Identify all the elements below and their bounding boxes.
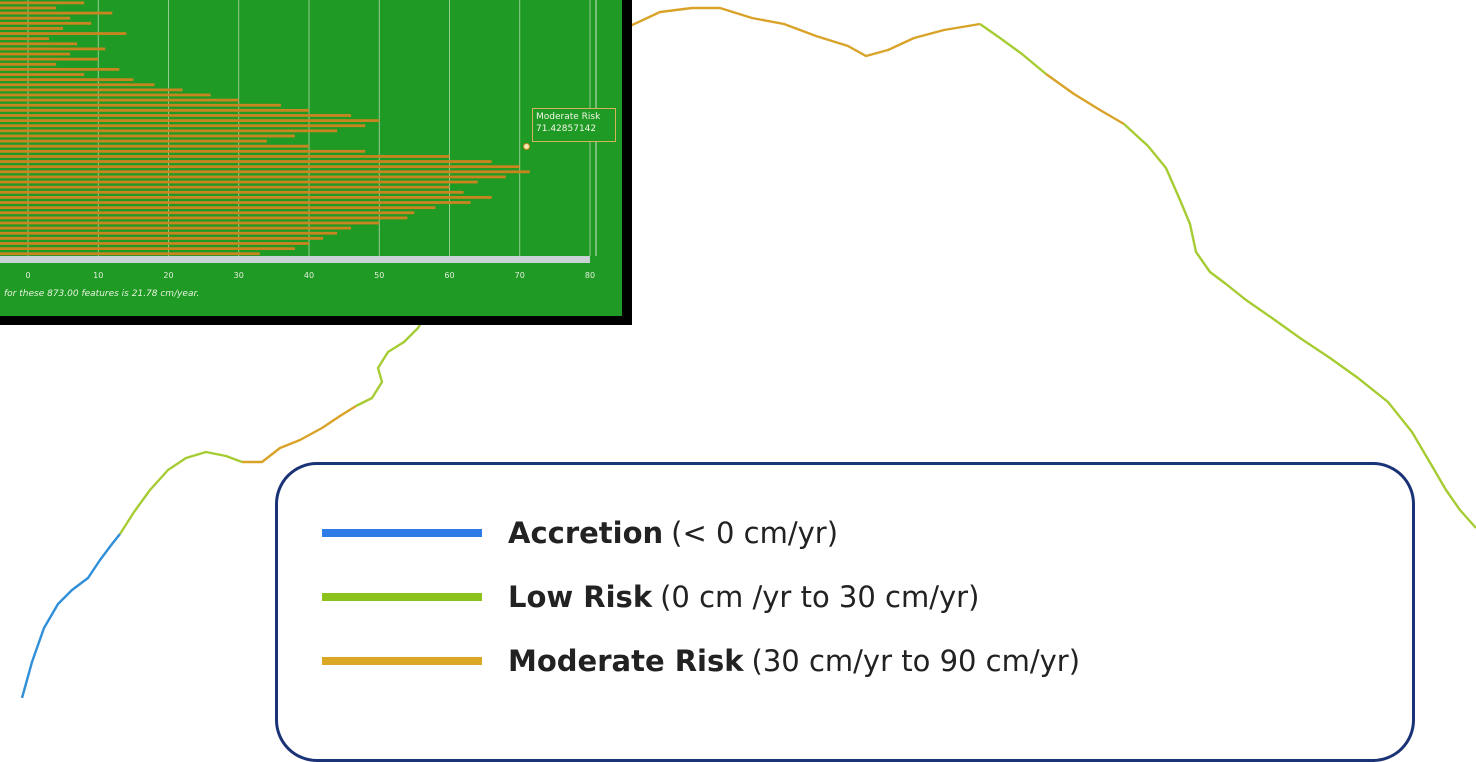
chart-bar[interactable] <box>0 129 338 133</box>
chart-bar[interactable] <box>0 27 64 30</box>
chart-bar[interactable] <box>0 103 281 107</box>
coastline-segment <box>355 317 426 408</box>
chart-bar[interactable] <box>0 149 366 153</box>
chart-bar[interactable] <box>0 231 338 235</box>
legend-item-name: Moderate Risk <box>508 644 744 678</box>
legend-item-range: (< 0 cm/yr) <box>671 516 839 550</box>
legend-item-name: Accretion <box>508 516 664 550</box>
chart-bar[interactable] <box>0 201 471 204</box>
chart-bar[interactable] <box>0 206 436 210</box>
legend-item-range: (0 cm /yr to 30 cm/yr) <box>660 580 980 614</box>
chart-bar[interactable] <box>0 21 92 25</box>
tooltip-label: Moderate Risk <box>536 112 601 122</box>
chart-bar[interactable] <box>0 247 295 251</box>
chart-bar[interactable] <box>0 78 134 82</box>
chart-bar[interactable] <box>0 11 113 15</box>
chart-bar[interactable] <box>0 236 324 240</box>
chart-bar[interactable] <box>0 32 127 35</box>
chart-bar[interactable] <box>0 114 352 117</box>
chart-bar[interactable] <box>0 119 380 123</box>
chart-bar[interactable] <box>0 73 85 76</box>
legend-swatch-accretion <box>322 529 482 537</box>
x-tick-label: 80 <box>585 271 595 280</box>
coastline-segment <box>242 404 357 464</box>
chart-bar[interactable] <box>0 16 71 20</box>
chart-footnote: for these 873.00 features is 21.78 cm/ye… <box>4 289 200 299</box>
x-tick-label: 70 <box>515 271 525 280</box>
chart-bar[interactable] <box>0 6 57 10</box>
chart-bar[interactable] <box>0 144 309 148</box>
legend-item-name: Low Risk <box>508 580 653 614</box>
chart-bar[interactable] <box>0 83 155 87</box>
chart-bar[interactable] <box>0 226 352 230</box>
chart-tooltip: Moderate Risk 71.42857142 <box>532 108 616 142</box>
x-tick-label: 60 <box>444 271 454 280</box>
x-tick-label: 40 <box>304 271 314 280</box>
coastline-map <box>20 6 1476 698</box>
chart-bar[interactable] <box>0 185 450 189</box>
chart-bar[interactable] <box>0 108 309 112</box>
tooltip-point-marker[interactable] <box>523 143 530 150</box>
coastline-segment <box>20 533 121 698</box>
chart-bar[interactable] <box>0 211 415 215</box>
x-axis-band <box>0 256 590 263</box>
chart-bar[interactable] <box>0 221 380 225</box>
chart-bar[interactable] <box>0 134 295 138</box>
legend-item-moderate-risk: Moderate Risk (30 cm/yr to 90 cm/yr) <box>322 641 1080 681</box>
chart-bar[interactable] <box>0 67 120 71</box>
chart-bar[interactable] <box>0 190 464 194</box>
chart-bar[interactable] <box>0 47 106 51</box>
chart-bar[interactable] <box>0 139 267 143</box>
erosion-chart-panel: 0 10 20 30 40 50 60 70 80 for these 873.00 featu… <box>0 0 632 325</box>
chart-bar[interactable] <box>0 52 71 56</box>
chart-bar[interactable] <box>0 155 450 158</box>
chart-bar[interactable] <box>0 1 85 5</box>
chart-bar[interactable] <box>0 252 260 256</box>
x-tick-label: 0 <box>25 271 30 280</box>
legend-item-range: (30 cm/yr to 90 cm/yr) <box>751 644 1081 678</box>
chart-bar[interactable] <box>0 37 50 41</box>
chart-bar[interactable] <box>0 42 78 46</box>
tooltip-value: 71.42857142 <box>536 124 597 134</box>
chart-bar[interactable] <box>0 242 309 245</box>
coastline-segment <box>979 23 1047 75</box>
coastline-segment <box>118 450 243 535</box>
chart-bar[interactable] <box>0 160 492 163</box>
chart-bar[interactable] <box>0 57 99 61</box>
coastline-segment <box>1045 73 1125 126</box>
legend-item-accretion: Accretion (< 0 cm/yr) <box>322 513 838 553</box>
coastline-segment <box>1123 123 1476 529</box>
legend-item-low-risk: Low Risk (0 cm /yr to 30 cm/yr) <box>322 577 979 617</box>
chart-bar[interactable] <box>0 170 530 174</box>
x-tick-label: 10 <box>93 271 103 280</box>
chart-plot-area: 0 10 20 30 40 50 60 70 80 for these 873.00 featu… <box>0 0 622 316</box>
chart-bar[interactable] <box>0 165 520 169</box>
chart-bar[interactable] <box>0 175 506 179</box>
chart-bar[interactable] <box>0 62 57 66</box>
chart-bar[interactable] <box>0 216 408 220</box>
chart-bar[interactable] <box>0 180 478 184</box>
x-tick-label: 30 <box>234 271 244 280</box>
erosion-rate-chart: 0 10 20 30 40 50 60 70 80 <box>0 0 597 280</box>
chart-bar[interactable] <box>0 98 239 102</box>
legend-swatch-low-risk <box>322 593 482 601</box>
legend-swatch-moderate-risk <box>322 657 482 665</box>
x-tick-label: 20 <box>163 271 173 280</box>
chart-bar[interactable] <box>0 195 492 199</box>
coastline-segment <box>629 6 981 58</box>
chart-bar[interactable] <box>0 93 211 97</box>
chart-bar[interactable] <box>0 88 183 92</box>
x-tick-label: 50 <box>374 271 384 280</box>
chart-bar[interactable] <box>0 124 366 128</box>
